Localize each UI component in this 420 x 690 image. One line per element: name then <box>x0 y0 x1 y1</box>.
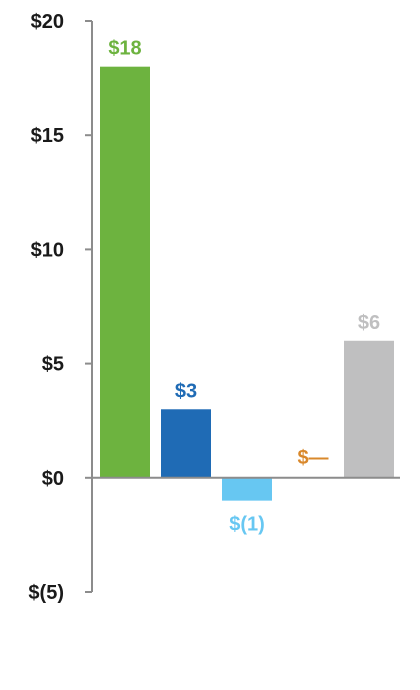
y-tick-label: $0 <box>42 468 64 490</box>
y-tick-label: $20 <box>31 11 64 33</box>
bar <box>100 66 150 478</box>
bar-data-label: $6 <box>358 312 380 334</box>
bar <box>344 340 394 478</box>
y-tick-label: $15 <box>31 125 64 147</box>
bar-data-label: $3 <box>175 380 197 402</box>
bar <box>222 477 272 501</box>
y-tick-label: $10 <box>31 239 64 261</box>
bar-data-label: $(1) <box>229 514 265 536</box>
bar-data-label: $— <box>297 447 328 469</box>
bar <box>161 409 211 478</box>
bars-group <box>100 66 394 501</box>
y-tick-label: $5 <box>42 354 64 376</box>
data-labels-group: $18 $3 $(1) $— $6 <box>108 38 380 536</box>
axes-group: $20 $15 $10 $5 $0 $(5) <box>28 11 93 604</box>
y-tick-label: $(5) <box>28 582 64 604</box>
bar-data-label: $18 <box>108 38 141 60</box>
